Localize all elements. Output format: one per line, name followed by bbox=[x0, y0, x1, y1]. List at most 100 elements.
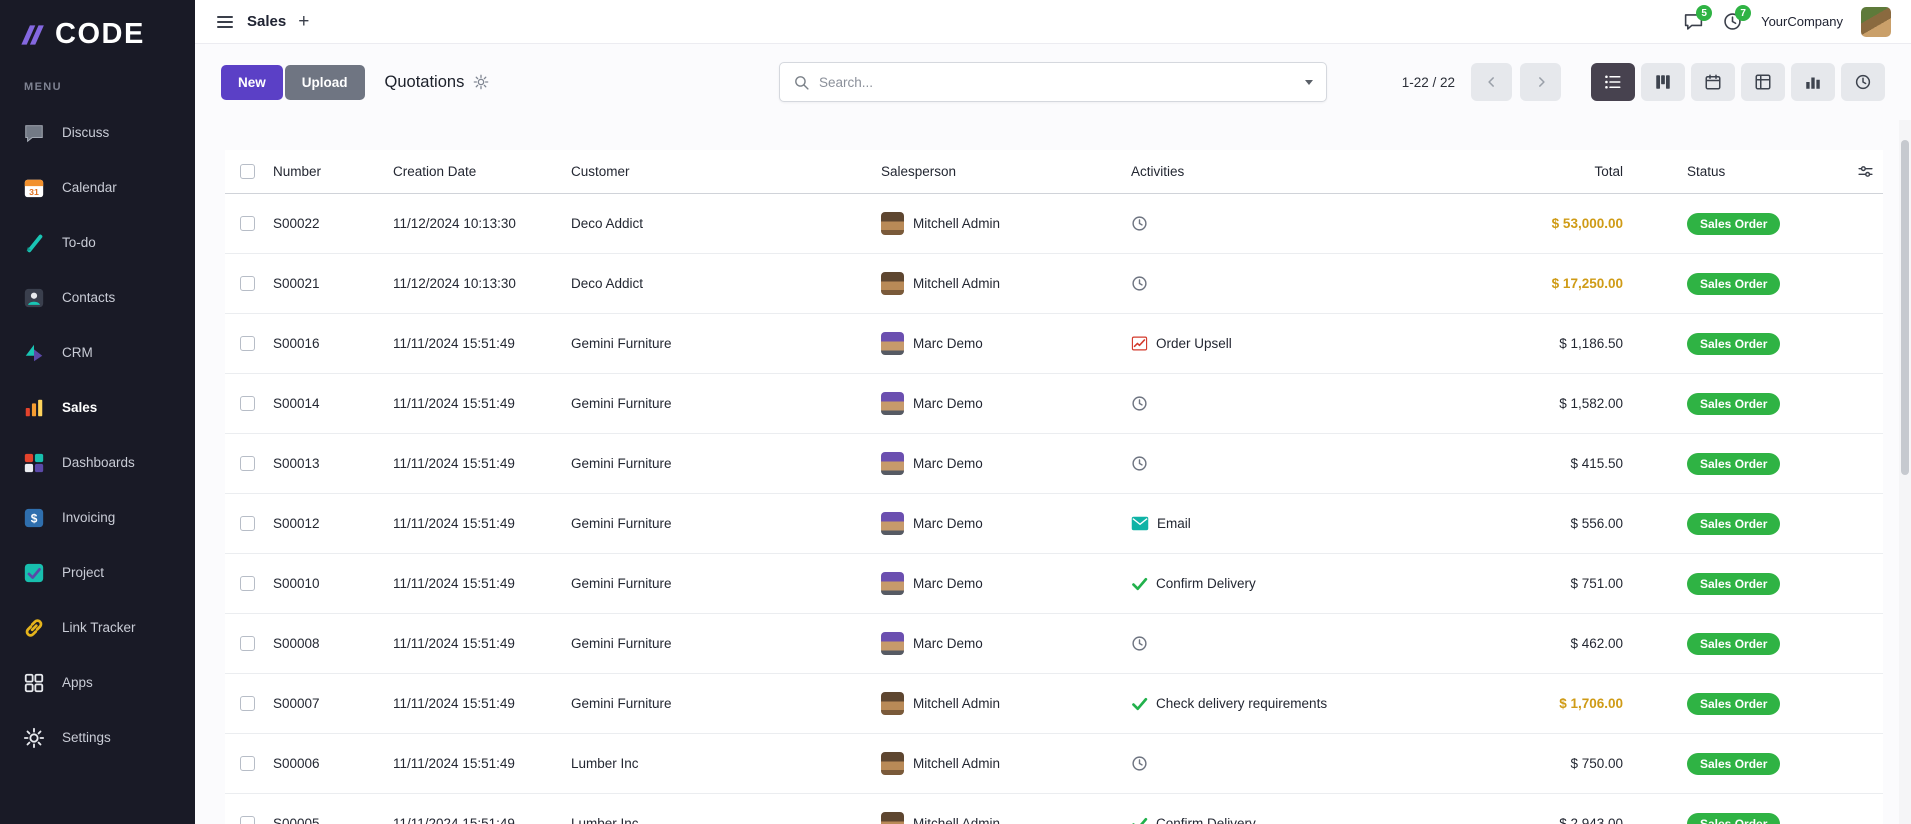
row-checkbox[interactable] bbox=[239, 756, 255, 771]
topbar: Sales + 5 7 YourCompany bbox=[195, 0, 1911, 44]
list-view-button[interactable] bbox=[1591, 63, 1635, 101]
row-checkbox[interactable] bbox=[239, 516, 255, 531]
chart-activity-icon[interactable] bbox=[1131, 335, 1148, 352]
sidebar-item-contacts[interactable]: Contacts bbox=[0, 270, 195, 325]
kanban-view-icon bbox=[1656, 75, 1670, 89]
header-customer[interactable]: Customer bbox=[571, 164, 630, 179]
pager-next-button[interactable] bbox=[1520, 63, 1561, 101]
row-checkbox[interactable] bbox=[239, 216, 255, 231]
header-number[interactable]: Number bbox=[273, 164, 322, 179]
scrollbar-thumb[interactable] bbox=[1901, 140, 1909, 475]
table-row[interactable]: S00021 11/12/2024 10:13:30 Deco Addict Mitc… bbox=[225, 254, 1883, 314]
messages-button[interactable]: 5 bbox=[1683, 5, 1713, 32]
status-badge: Sales Order bbox=[1687, 512, 1781, 535]
hamburger-menu-icon[interactable] bbox=[215, 12, 235, 32]
sidebar-item-dashboards[interactable]: Dashboards bbox=[0, 435, 195, 490]
table-row[interactable]: S00005 11/11/2024 15:51:49 Lumber Inc Mitch… bbox=[225, 794, 1883, 824]
view-switcher bbox=[1591, 63, 1885, 101]
app-logo[interactable]: CODE bbox=[0, 0, 195, 67]
row-customer: Lumber Inc bbox=[571, 816, 639, 824]
column-options-icon[interactable] bbox=[1843, 163, 1883, 180]
row-customer: Lumber Inc bbox=[571, 756, 639, 771]
row-checkbox[interactable] bbox=[239, 816, 255, 824]
table-row[interactable]: S00013 11/11/2024 15:51:49 Gemini Furnitur… bbox=[225, 434, 1883, 494]
table-row[interactable]: S00010 11/11/2024 15:51:49 Gemini Furnitur… bbox=[225, 554, 1883, 614]
clock-activity-icon[interactable] bbox=[1131, 275, 1148, 292]
table-row[interactable]: S00012 11/11/2024 15:51:49 Gemini Furnitur… bbox=[225, 494, 1883, 554]
vertical-scrollbar[interactable] bbox=[1899, 120, 1911, 824]
new-tab-button[interactable]: + bbox=[298, 11, 310, 32]
calendar-view-button[interactable] bbox=[1691, 63, 1735, 101]
activity-view-button[interactable] bbox=[1841, 63, 1885, 101]
table-row[interactable]: S00014 11/11/2024 15:51:49 Gemini Furnitur… bbox=[225, 374, 1883, 434]
status-badge: Sales Order bbox=[1687, 452, 1781, 475]
pager-previous-button[interactable] bbox=[1471, 63, 1512, 101]
header-salesperson[interactable]: Salesperson bbox=[881, 164, 957, 179]
header-activities[interactable]: Activities bbox=[1131, 164, 1185, 179]
row-checkbox[interactable] bbox=[239, 696, 255, 711]
header-creation-date[interactable]: Creation Date bbox=[393, 164, 477, 179]
sidebar-item-settings[interactable]: Settings bbox=[0, 710, 195, 765]
row-checkbox[interactable] bbox=[239, 576, 255, 591]
select-all-checkbox[interactable] bbox=[239, 164, 255, 179]
header-total[interactable]: Total bbox=[1594, 164, 1623, 179]
sidebar-item-discuss[interactable]: Discuss bbox=[0, 105, 195, 160]
table-row[interactable]: S00007 11/11/2024 15:51:49 Gemini Furnitur… bbox=[225, 674, 1883, 734]
sidebar-menu: Discuss 31 Calendar To-do Contacts CRM Sales Da… bbox=[0, 105, 195, 765]
todo-icon bbox=[20, 229, 48, 257]
sidebar-item-invoicing[interactable]: $ Invoicing bbox=[0, 490, 195, 545]
sidebar-item-project[interactable]: Project bbox=[0, 545, 195, 600]
new-button[interactable]: New bbox=[221, 64, 283, 100]
sidebar-item-apps[interactable]: Apps bbox=[0, 655, 195, 710]
kanban-view-button[interactable] bbox=[1641, 63, 1685, 101]
check-activity-icon[interactable] bbox=[1131, 815, 1148, 824]
check-activity-icon[interactable] bbox=[1131, 695, 1148, 712]
table-body: S00022 11/12/2024 10:13:30 Deco Addict Mitc… bbox=[225, 194, 1883, 824]
search-input[interactable] bbox=[810, 74, 1305, 90]
clock-activity-icon[interactable] bbox=[1131, 455, 1148, 472]
sidebar-item-label: Settings bbox=[62, 730, 111, 745]
graph-view-button[interactable] bbox=[1791, 63, 1835, 101]
row-checkbox[interactable] bbox=[239, 336, 255, 351]
table-row[interactable]: S00006 11/11/2024 15:51:49 Lumber Inc Mitch… bbox=[225, 734, 1883, 794]
clock-activity-icon[interactable] bbox=[1131, 635, 1148, 652]
check-activity-icon[interactable] bbox=[1131, 575, 1148, 592]
sidebar-item-to-do[interactable]: To-do bbox=[0, 215, 195, 270]
row-creation-date: 11/11/2024 15:51:49 bbox=[393, 696, 515, 711]
upload-button[interactable]: Upload bbox=[284, 64, 365, 100]
row-total: $ 1,186.50 bbox=[1559, 336, 1623, 351]
sidebar-item-crm[interactable]: CRM bbox=[0, 325, 195, 380]
row-salesperson: Mitchell Admin bbox=[913, 696, 1001, 711]
clock-icon bbox=[1724, 13, 1741, 30]
table-row[interactable]: S00016 11/11/2024 15:51:49 Gemini Furnitur… bbox=[225, 314, 1883, 374]
brand-name: CODE bbox=[55, 18, 145, 50]
sidebar-item-link-tracker[interactable]: Link Tracker bbox=[0, 600, 195, 655]
table-row[interactable]: S00008 11/11/2024 15:51:49 Gemini Furnitur… bbox=[225, 614, 1883, 674]
row-total: $ 17,250.00 bbox=[1551, 276, 1623, 291]
status-badge: Sales Order bbox=[1687, 212, 1781, 235]
row-checkbox[interactable] bbox=[239, 396, 255, 411]
row-creation-date: 11/11/2024 15:51:49 bbox=[393, 516, 515, 531]
user-avatar[interactable] bbox=[1861, 6, 1891, 37]
clock-activity-icon[interactable] bbox=[1131, 395, 1148, 412]
clock-activity-icon[interactable] bbox=[1131, 755, 1148, 772]
view-settings-gear-icon[interactable] bbox=[473, 74, 489, 90]
pivot-view-icon bbox=[1755, 74, 1771, 90]
company-name[interactable]: YourCompany bbox=[1761, 14, 1843, 29]
table-row[interactable]: S00022 11/12/2024 10:13:30 Deco Addict Mitc… bbox=[225, 194, 1883, 254]
sidebar-item-calendar[interactable]: 31 Calendar bbox=[0, 160, 195, 215]
row-salesperson: Mitchell Admin bbox=[913, 216, 1001, 231]
row-checkbox[interactable] bbox=[239, 456, 255, 471]
row-creation-date: 11/11/2024 15:51:49 bbox=[393, 756, 515, 771]
status-badge: Sales Order bbox=[1687, 272, 1781, 295]
email-activity-icon[interactable] bbox=[1131, 516, 1149, 531]
clock-activity-icon[interactable] bbox=[1131, 215, 1148, 232]
search-dropdown-caret-icon[interactable] bbox=[1305, 79, 1313, 85]
row-checkbox[interactable] bbox=[239, 636, 255, 651]
activities-button[interactable]: 7 bbox=[1722, 5, 1752, 32]
header-status[interactable]: Status bbox=[1687, 164, 1726, 179]
row-checkbox[interactable] bbox=[239, 276, 255, 291]
sidebar-item-sales[interactable]: Sales bbox=[0, 380, 195, 435]
pivot-view-button[interactable] bbox=[1741, 63, 1785, 101]
